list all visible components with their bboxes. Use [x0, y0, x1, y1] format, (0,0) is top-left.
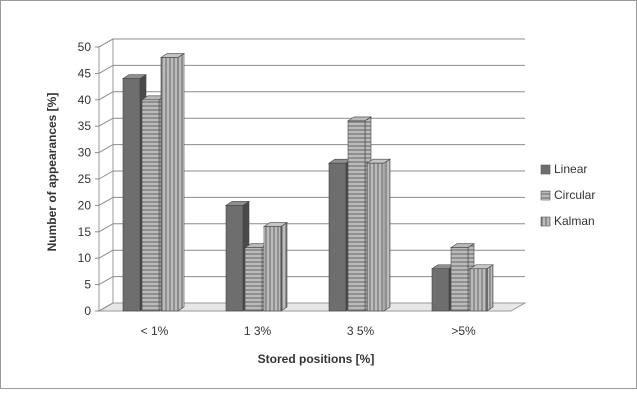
- y-tick-label: 50: [78, 40, 92, 54]
- gridline-side: [98, 38, 114, 48]
- y-tick-label: 5: [84, 278, 91, 292]
- x-axis-ticks: < 1% 1 3% 3 5% >5%: [141, 324, 476, 338]
- y-tick-label: 30: [78, 146, 92, 160]
- legend-swatch: [540, 164, 551, 175]
- bar-kalman-3: [469, 264, 494, 312]
- y-tick-label: 45: [78, 66, 92, 80]
- legend-item-circular: Circular: [540, 188, 595, 202]
- gridline-side: [98, 91, 114, 101]
- x-tick-label: 1 3%: [244, 324, 272, 338]
- y-axis-title: Number of appearances [%]: [45, 93, 59, 252]
- x-tick-label: 3 5%: [347, 324, 375, 338]
- bar-kalman-0: [160, 52, 185, 312]
- gridline-side: [98, 302, 114, 312]
- legend-label: Kalman: [554, 214, 595, 228]
- legend-label: Linear: [554, 162, 587, 176]
- y-tick-label: 10: [78, 251, 92, 265]
- y-tick-label: 15: [78, 225, 92, 239]
- bar-kalman-1: [263, 221, 288, 312]
- gridline-side: [98, 276, 114, 286]
- legend-swatch: [540, 216, 551, 227]
- y-tick-label: 35: [78, 119, 92, 133]
- gridline-side: [98, 144, 114, 154]
- gridline-side: [98, 117, 114, 127]
- x-axis-title: Stored positions [%]: [258, 352, 375, 366]
- y-axis-ticks: 0 5 10 15 20 25 30 35 40 45 50: [78, 40, 99, 318]
- chart-legend: Linear Circular Kalman: [540, 162, 595, 228]
- legend-item-linear: Linear: [540, 162, 587, 176]
- x-tick-label: < 1%: [141, 324, 169, 338]
- gridline-side: [98, 249, 114, 259]
- legend-label: Circular: [554, 188, 595, 202]
- chart-bars: [122, 52, 494, 312]
- y-tick-label: 40: [78, 93, 92, 107]
- gridline-side: [98, 196, 114, 206]
- legend-item-kalman: Kalman: [540, 214, 595, 228]
- gridline-side: [98, 170, 114, 180]
- y-tick-label: 20: [78, 198, 92, 212]
- bar-kalman-2: [366, 158, 391, 312]
- legend-swatch: [540, 190, 551, 201]
- x-tick-label: >5%: [451, 324, 476, 338]
- y-tick-label: 0: [84, 304, 91, 318]
- gridline-side: [98, 223, 114, 233]
- y-tick-label: 25: [78, 172, 92, 186]
- gridline-side: [98, 64, 114, 74]
